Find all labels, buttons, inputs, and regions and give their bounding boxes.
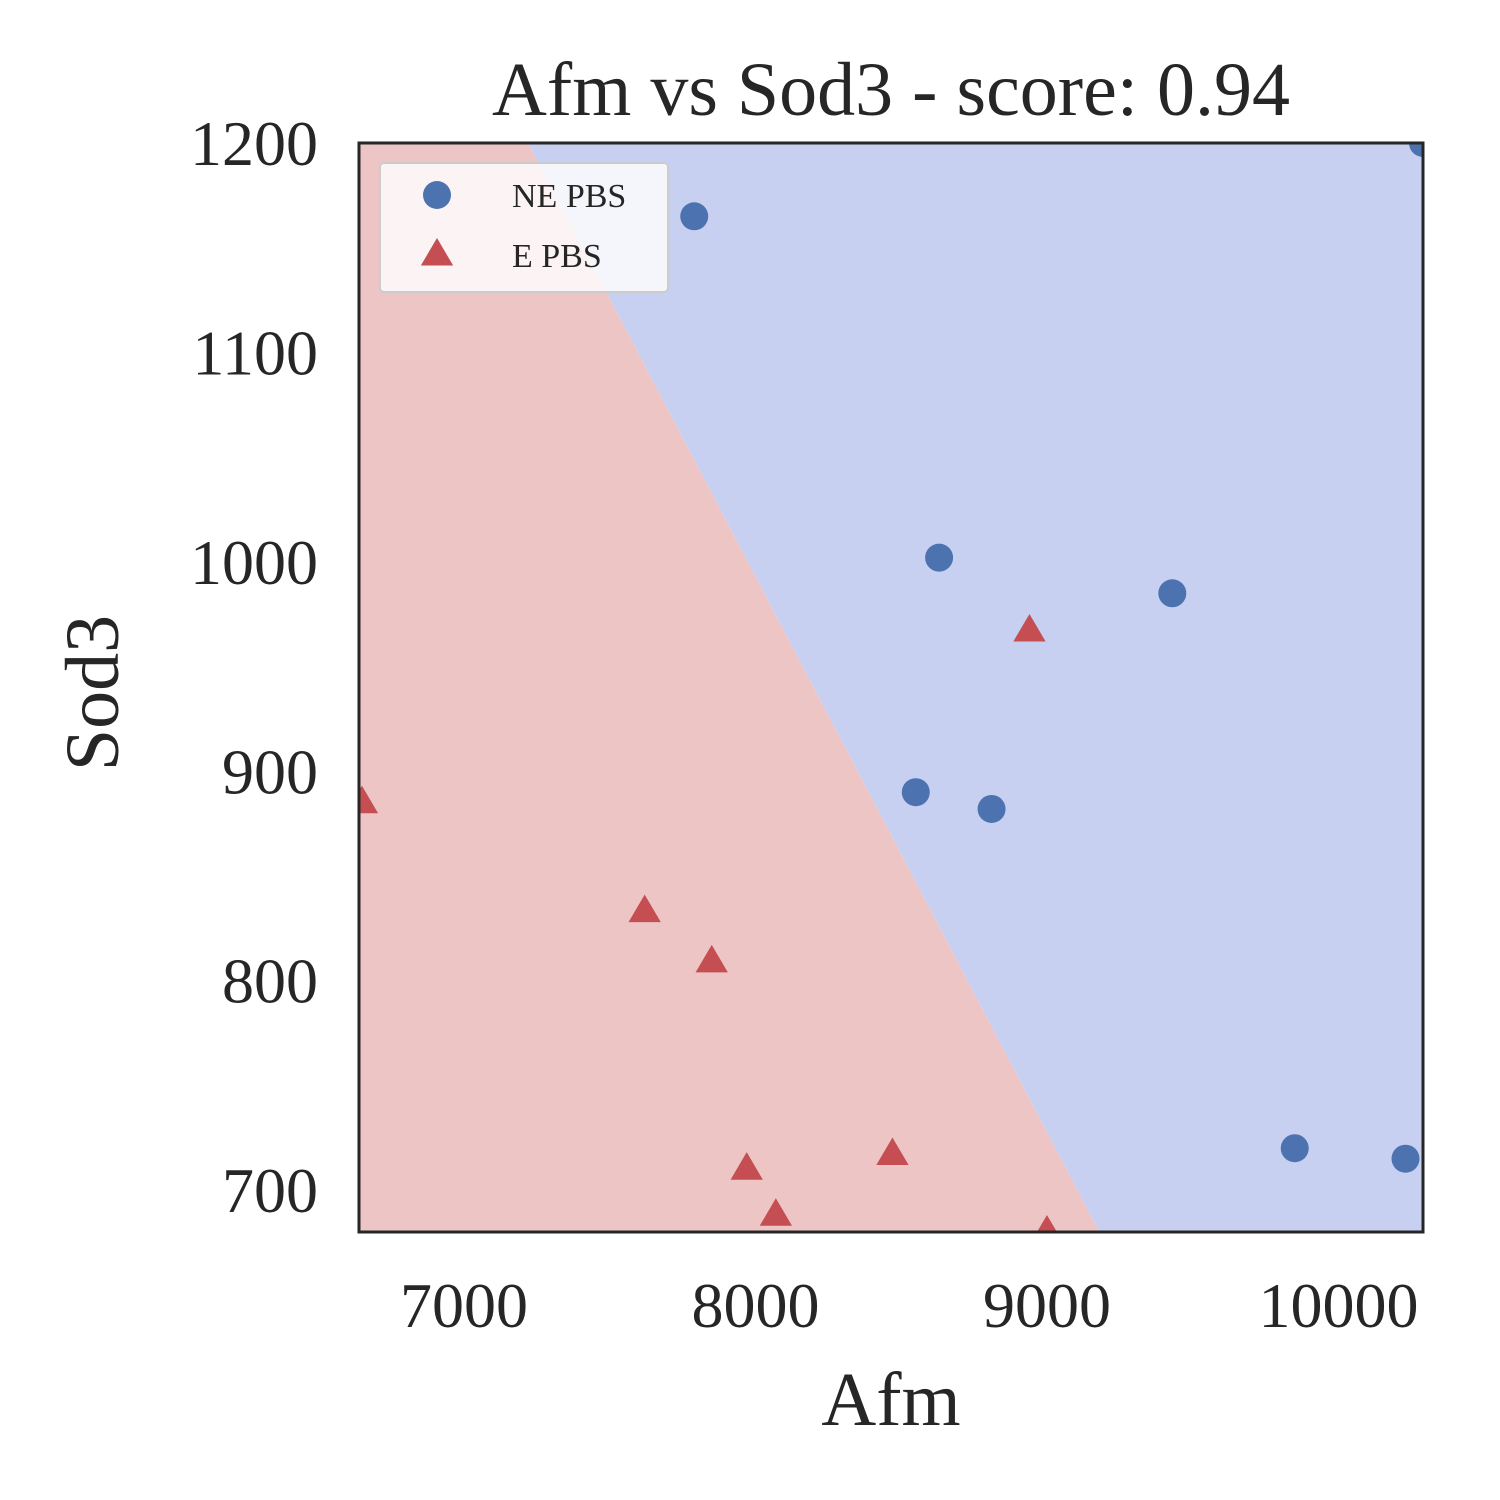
y-axis-ticks: 700 800 900 1000 1100 1200 [190,108,318,1226]
region-e-pbs [359,143,1100,1232]
x-tick-label: 7000 [400,1270,528,1341]
point-e-pbs [628,894,661,923]
x-axis-ticks: 7000 8000 9000 10000 [400,1270,1419,1341]
plot-frame [357,141,1425,1234]
point-ne-pbs [925,543,954,572]
y-tick-label: 1100 [192,317,318,388]
y-tick-label: 900 [222,736,318,807]
y-tick-label: 800 [222,946,318,1017]
data-points [359,143,1423,1232]
point-e-pbs [359,785,379,814]
legend: NE PBS E PBS [379,162,669,293]
point-e-pbs [730,1152,763,1180]
point-ne-pbs [1409,143,1423,157]
x-tick-label: 8000 [691,1270,819,1341]
chart-title: Afm vs Sod3 - score: 0.94 [492,48,1290,132]
legend-label-e-pbs: E PBS [512,238,602,275]
region-ne-pbs [528,143,1423,1232]
x-tick-label: 9000 [983,1270,1111,1341]
point-ne-pbs [1280,1134,1309,1163]
point-e-pbs [876,1137,909,1166]
point-e-pbs [1013,613,1046,642]
point-ne-pbs [1158,579,1187,608]
x-axis-label: Afm [821,1358,960,1442]
point-ne-pbs [680,202,709,231]
legend-marker-ne-pbs [423,181,451,209]
y-tick-label: 700 [222,1155,318,1226]
legend-marker-e-pbs [420,238,454,266]
y-tick-label: 1200 [190,108,318,179]
point-ne-pbs [977,794,1006,823]
point-ne-pbs [901,778,930,807]
x-tick-label: 10000 [1258,1270,1418,1341]
y-tick-label: 1000 [190,527,318,598]
point-ne-pbs [1391,1144,1420,1173]
decision-regions [359,143,1423,1232]
legend-frame [379,162,669,293]
point-e-pbs [695,944,728,973]
legend-label-ne-pbs: NE PBS [512,178,626,215]
point-e-pbs [1036,1215,1057,1232]
point-e-pbs [759,1198,793,1226]
y-axis-label: Sod3 [51,615,135,771]
